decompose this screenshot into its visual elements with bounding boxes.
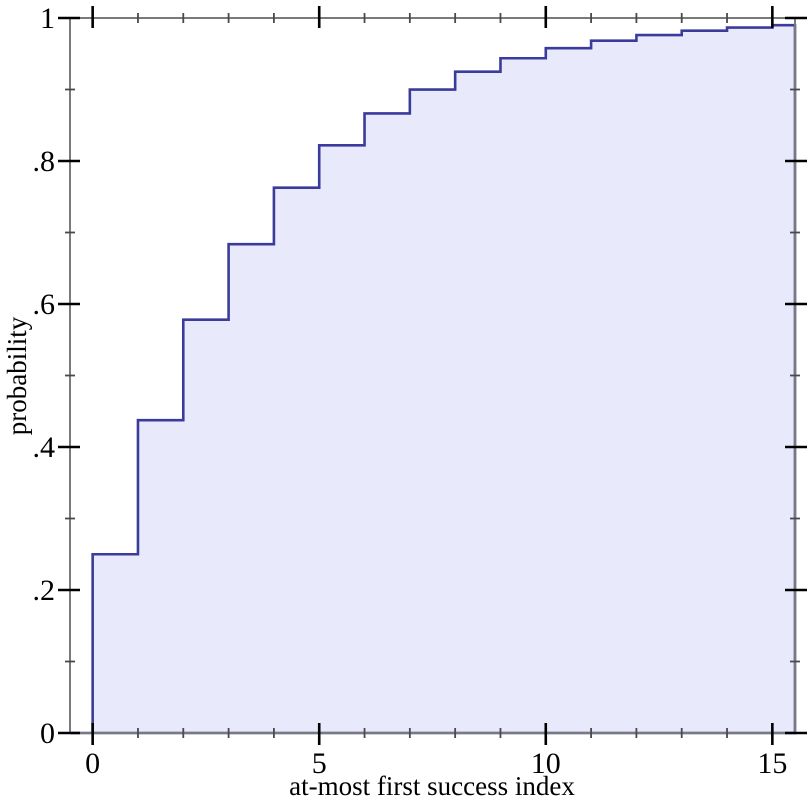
x-tick-label: 15 xyxy=(757,747,787,780)
x-tick-label: 5 xyxy=(312,747,327,780)
y-tick-label: .6 xyxy=(33,288,56,321)
x-tick-label: 0 xyxy=(85,747,100,780)
y-tick-label: 1 xyxy=(40,2,55,35)
y-axis-label: probability xyxy=(2,316,32,435)
x-axis-label: at-most first success index xyxy=(289,771,575,801)
x-tick-label: 10 xyxy=(531,747,561,780)
y-tick-label: .8 xyxy=(33,145,56,178)
y-tick-label: 0 xyxy=(40,717,55,750)
cdf-area-layer xyxy=(70,23,797,735)
y-tick-label: .2 xyxy=(33,574,56,607)
axis-tick-layer xyxy=(58,6,807,745)
tick-label-layer: 0 5 10 15 0 .2 .4 .6 .8 1 xyxy=(33,2,788,780)
y-tick-label: .4 xyxy=(33,431,56,464)
cdf-step-area xyxy=(70,23,797,735)
